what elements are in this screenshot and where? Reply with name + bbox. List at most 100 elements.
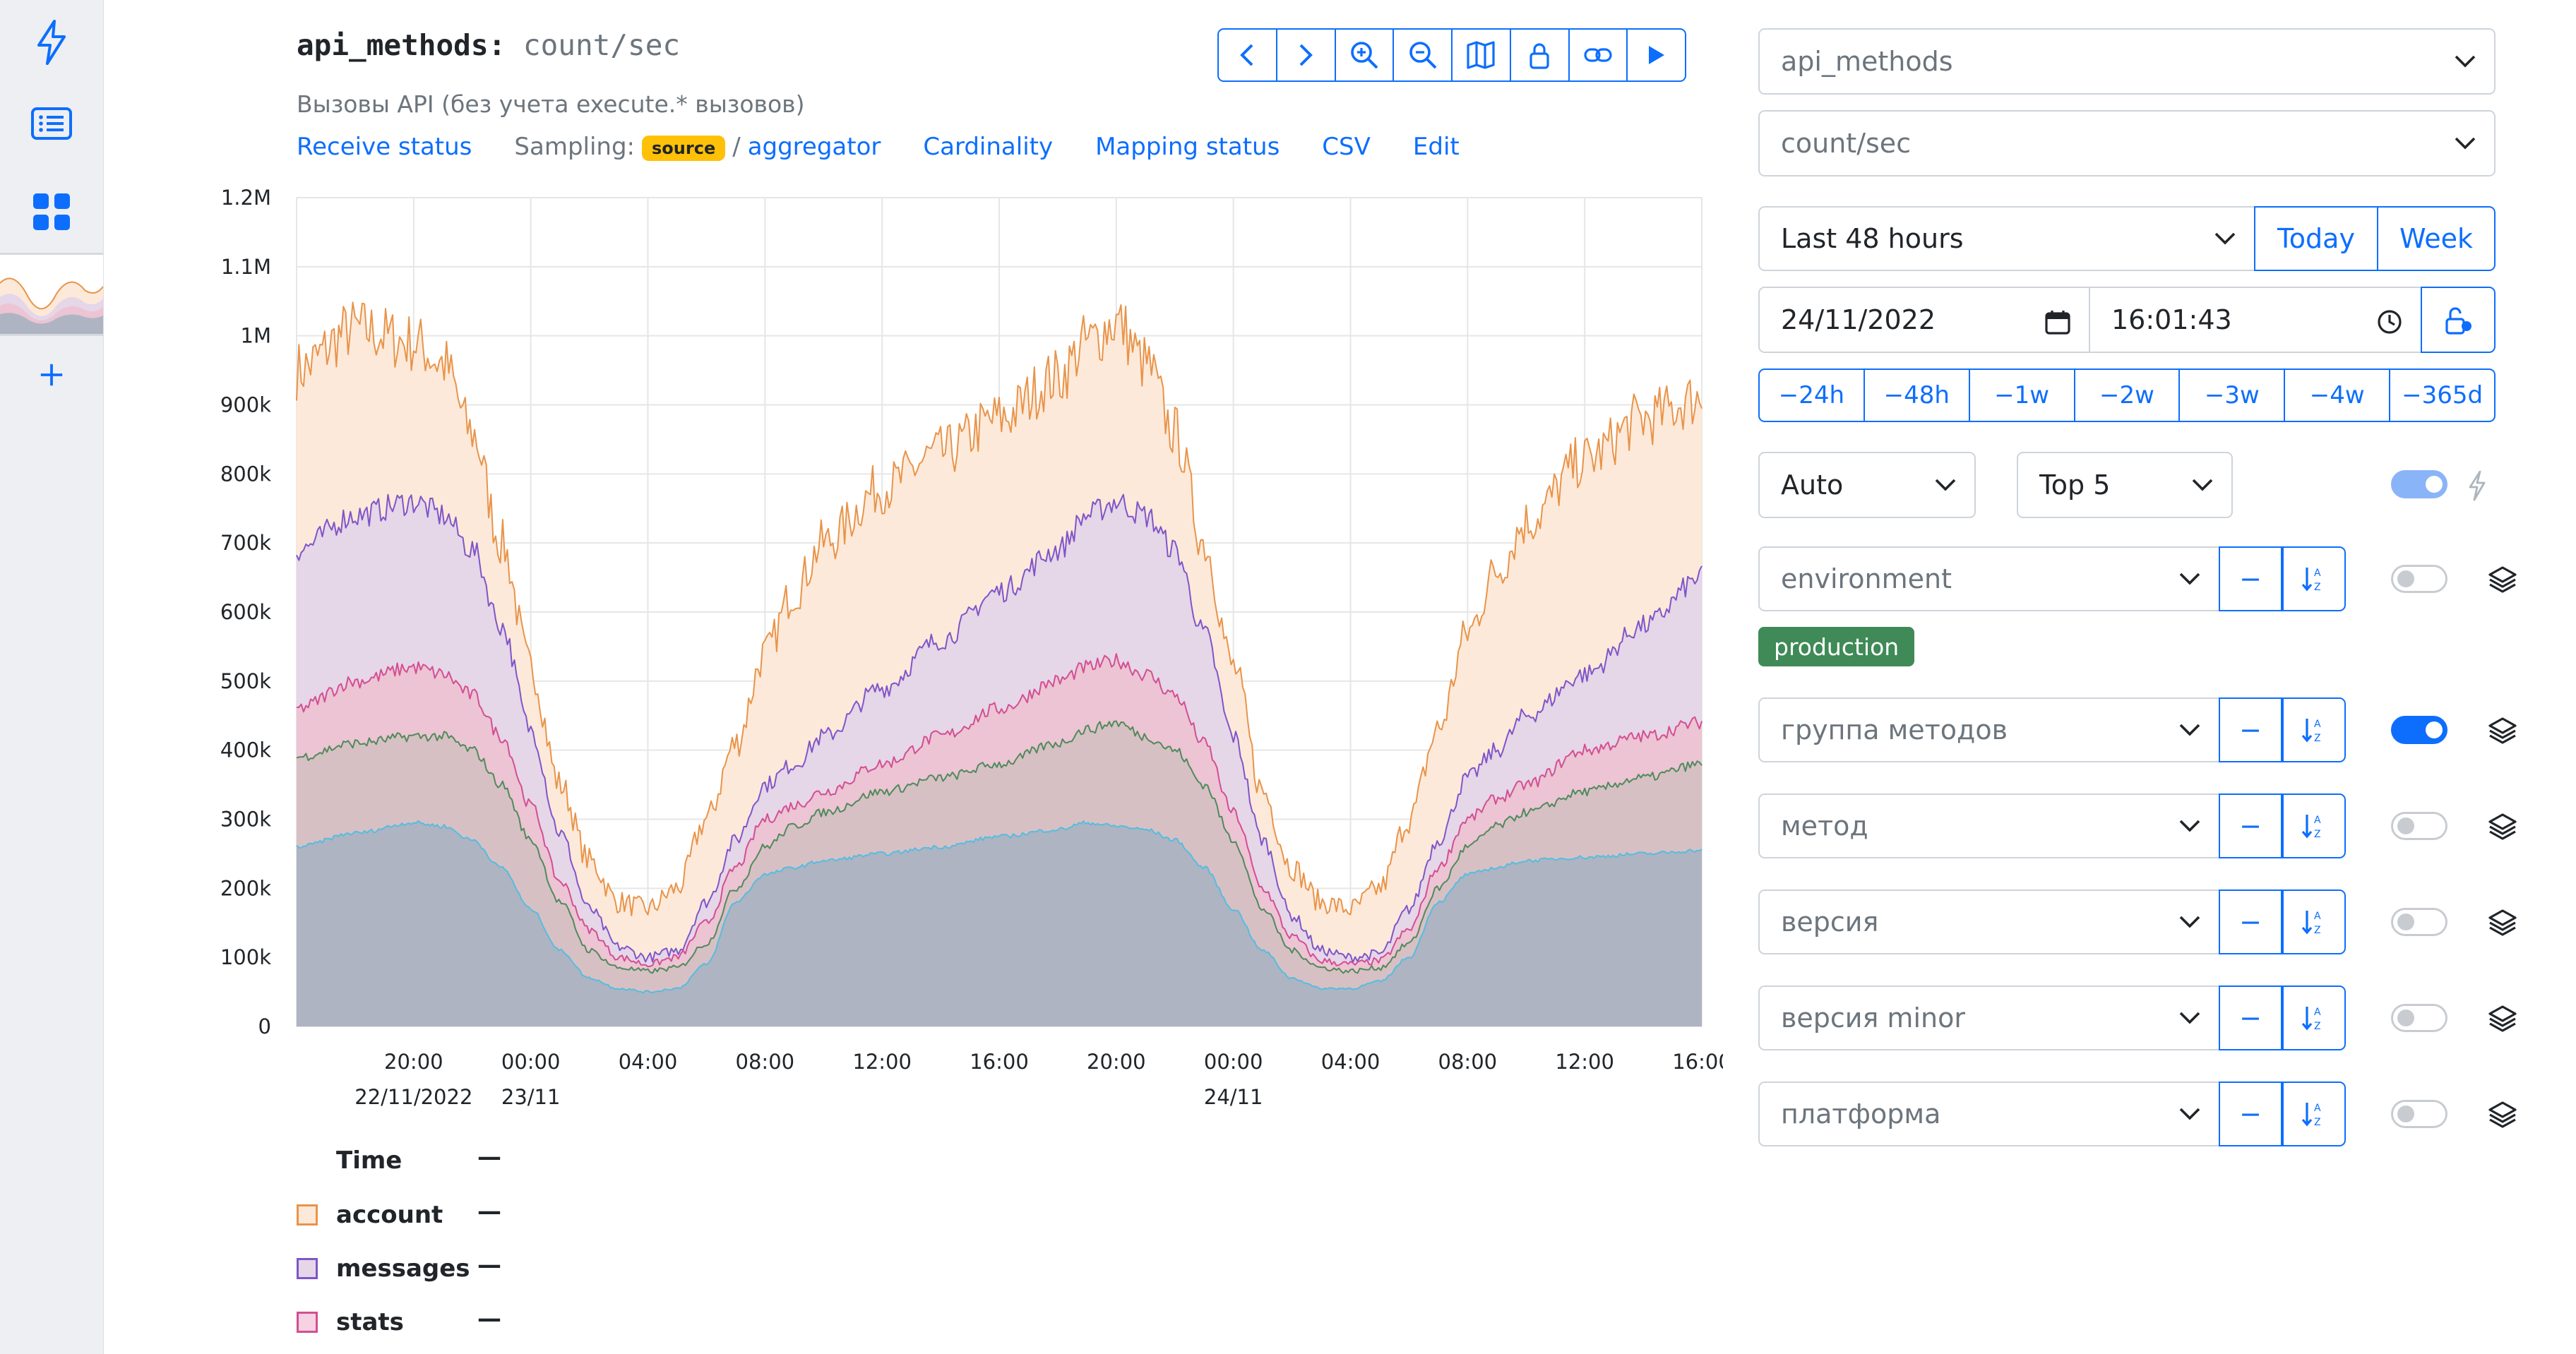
mapping-status-link[interactable]: Mapping status (1095, 133, 1280, 161)
tag-select-environment[interactable]: environment (1758, 546, 2220, 611)
tag-layers-button-environment[interactable] (2487, 563, 2518, 594)
resolution-select[interactable]: Auto (1758, 452, 1976, 518)
tag-select-platform[interactable]: платформа (1758, 1082, 2220, 1146)
sampling-source-badge[interactable]: source (642, 136, 726, 161)
tag-negate-button[interactable]: − (2219, 546, 2282, 611)
tag-layers-button-method[interactable] (2487, 810, 2518, 841)
chevron-down-icon (2179, 1108, 2200, 1120)
live-mode-toggle[interactable] (2391, 470, 2447, 498)
chevron-down-icon (2455, 137, 2476, 150)
legend-item-account[interactable]: account (297, 1197, 443, 1233)
shift-1w-button[interactable]: −1w (1970, 370, 2075, 421)
shift-365d-button[interactable]: −365d (2402, 381, 2483, 409)
period-select[interactable]: Last 48 hours (1758, 206, 2255, 271)
tag-layers-button-version[interactable] (2487, 906, 2518, 937)
lock-button[interactable] (1511, 30, 1570, 80)
date-input[interactable]: 24/11/2022 (1758, 287, 2090, 353)
shift-2w-button[interactable]: −2w (2075, 370, 2181, 421)
clock-icon[interactable] (2377, 309, 2402, 335)
series-line-messages-1[interactable] (296, 493, 1703, 964)
sort-alpha-icon: AZ (2301, 1103, 2321, 1128)
receive-status-link[interactable]: Receive status (297, 133, 472, 161)
next-period-button[interactable] (1277, 30, 1336, 80)
legend-item-messages[interactable]: messages (297, 1251, 470, 1286)
tag-select-method-group[interactable]: группа методов (1758, 697, 2220, 762)
today-button[interactable]: Today (2254, 206, 2378, 271)
chevron-down-icon (2455, 55, 2476, 68)
csv-link[interactable]: CSV (1322, 133, 1371, 161)
tag-negate-button[interactable]: − (2219, 697, 2282, 762)
legend-swatch-account[interactable] (297, 1204, 318, 1226)
period-select-value: Last 48 hours (1781, 223, 1964, 254)
dashboard-grid-icon[interactable] (0, 192, 103, 232)
svg-text:Z: Z (2314, 829, 2321, 840)
y-tick-label: 400k (220, 738, 271, 762)
tag-layers-button-method-group[interactable] (2487, 714, 2518, 745)
series-area-unnamed-4 (297, 820, 1702, 1026)
svg-text:A: A (2314, 911, 2321, 922)
top-n-select[interactable]: Top 5 (2017, 452, 2233, 518)
zoom-out-button[interactable] (1394, 30, 1453, 80)
sampling-aggregator-link[interactable]: aggregator (747, 133, 881, 161)
what-select[interactable]: count/sec (1758, 110, 2496, 176)
sort-alpha-icon: AZ (2301, 568, 2321, 593)
shift-48h-button[interactable]: −48h (1865, 370, 1970, 421)
map-button[interactable] (1453, 30, 1511, 80)
add-dashboard-icon[interactable] (0, 361, 103, 388)
shift-24h-button[interactable]: −24h (1760, 370, 1865, 421)
prev-period-button[interactable] (1219, 30, 1277, 80)
tag-group-toggle-method[interactable] (2391, 812, 2447, 840)
share-link-button[interactable] (1570, 30, 1628, 80)
tag-group-toggle-version[interactable] (2391, 908, 2447, 936)
edit-link[interactable]: Edit (1412, 133, 1460, 161)
environment-value-badge[interactable]: production (1758, 627, 1915, 666)
tag-negate-button[interactable]: − (2219, 889, 2282, 954)
series-line-unnamed-3[interactable] (296, 720, 1703, 974)
tag-negate-button[interactable]: − (2219, 793, 2282, 858)
tag-negate-button[interactable]: − (2219, 1082, 2282, 1146)
tag-layers-button-platform[interactable] (2487, 1098, 2518, 1130)
list-icon[interactable] (0, 107, 103, 140)
time-input[interactable]: 16:01:43 (2089, 287, 2422, 353)
y-tick-label: 1.1M (221, 255, 271, 279)
legend-swatch-messages[interactable] (297, 1258, 318, 1279)
lightning-icon[interactable] (0, 20, 103, 65)
tag-select-method[interactable]: метод (1758, 793, 2220, 858)
series-line-account-0[interactable] (296, 301, 1703, 916)
x-tick-label: 04:00 (1321, 1050, 1381, 1074)
cardinality-link[interactable]: Cardinality (923, 133, 1054, 161)
shift-4w-button[interactable]: −4w (2285, 370, 2391, 421)
series-line-unnamed-4[interactable] (296, 820, 1703, 994)
lock-time-button[interactable] (2421, 287, 2496, 353)
link-icon (1584, 48, 1612, 62)
week-button[interactable]: Week (2377, 206, 2496, 271)
legend-item-stats[interactable]: stats (297, 1305, 404, 1340)
tag-group-toggle-version-minor[interactable] (2391, 1004, 2447, 1032)
play-button[interactable] (1628, 30, 1685, 80)
metric-select[interactable]: api_methods (1758, 28, 2496, 95)
svg-text:Z: Z (2314, 1021, 2321, 1032)
tag-select-version-minor[interactable]: версия minor (1758, 985, 2220, 1050)
chevron-down-icon (2192, 479, 2213, 491)
api-methods-chart[interactable]: 0 100k 200k 300k 400k 500k 600k 700k 800k 900k 1M 1… (0, 0, 1723, 1130)
zoom-in-button[interactable] (1336, 30, 1395, 80)
tag-negate-button[interactable]: − (2219, 985, 2282, 1050)
tag-select-version[interactable]: версия (1758, 889, 2220, 954)
tag-group-toggle-platform[interactable] (2391, 1100, 2447, 1128)
tag-group-toggle-method-group[interactable] (2391, 716, 2447, 744)
time-shift-group: −24h −48h −1w −2w −3w −4w −365d (1758, 369, 2496, 422)
tag-layers-button-version-minor[interactable] (2487, 1002, 2518, 1034)
shift-3w-button[interactable]: −3w (2180, 370, 2286, 421)
active-graph-thumbnail[interactable] (0, 253, 103, 336)
calendar-icon[interactable] (2045, 309, 2070, 335)
series-line-stats-2[interactable] (296, 653, 1703, 968)
y-tick-label: 800k (220, 462, 271, 486)
tag-group-toggle-environment[interactable] (2391, 565, 2447, 593)
legend-swatch-stats[interactable] (297, 1312, 318, 1333)
